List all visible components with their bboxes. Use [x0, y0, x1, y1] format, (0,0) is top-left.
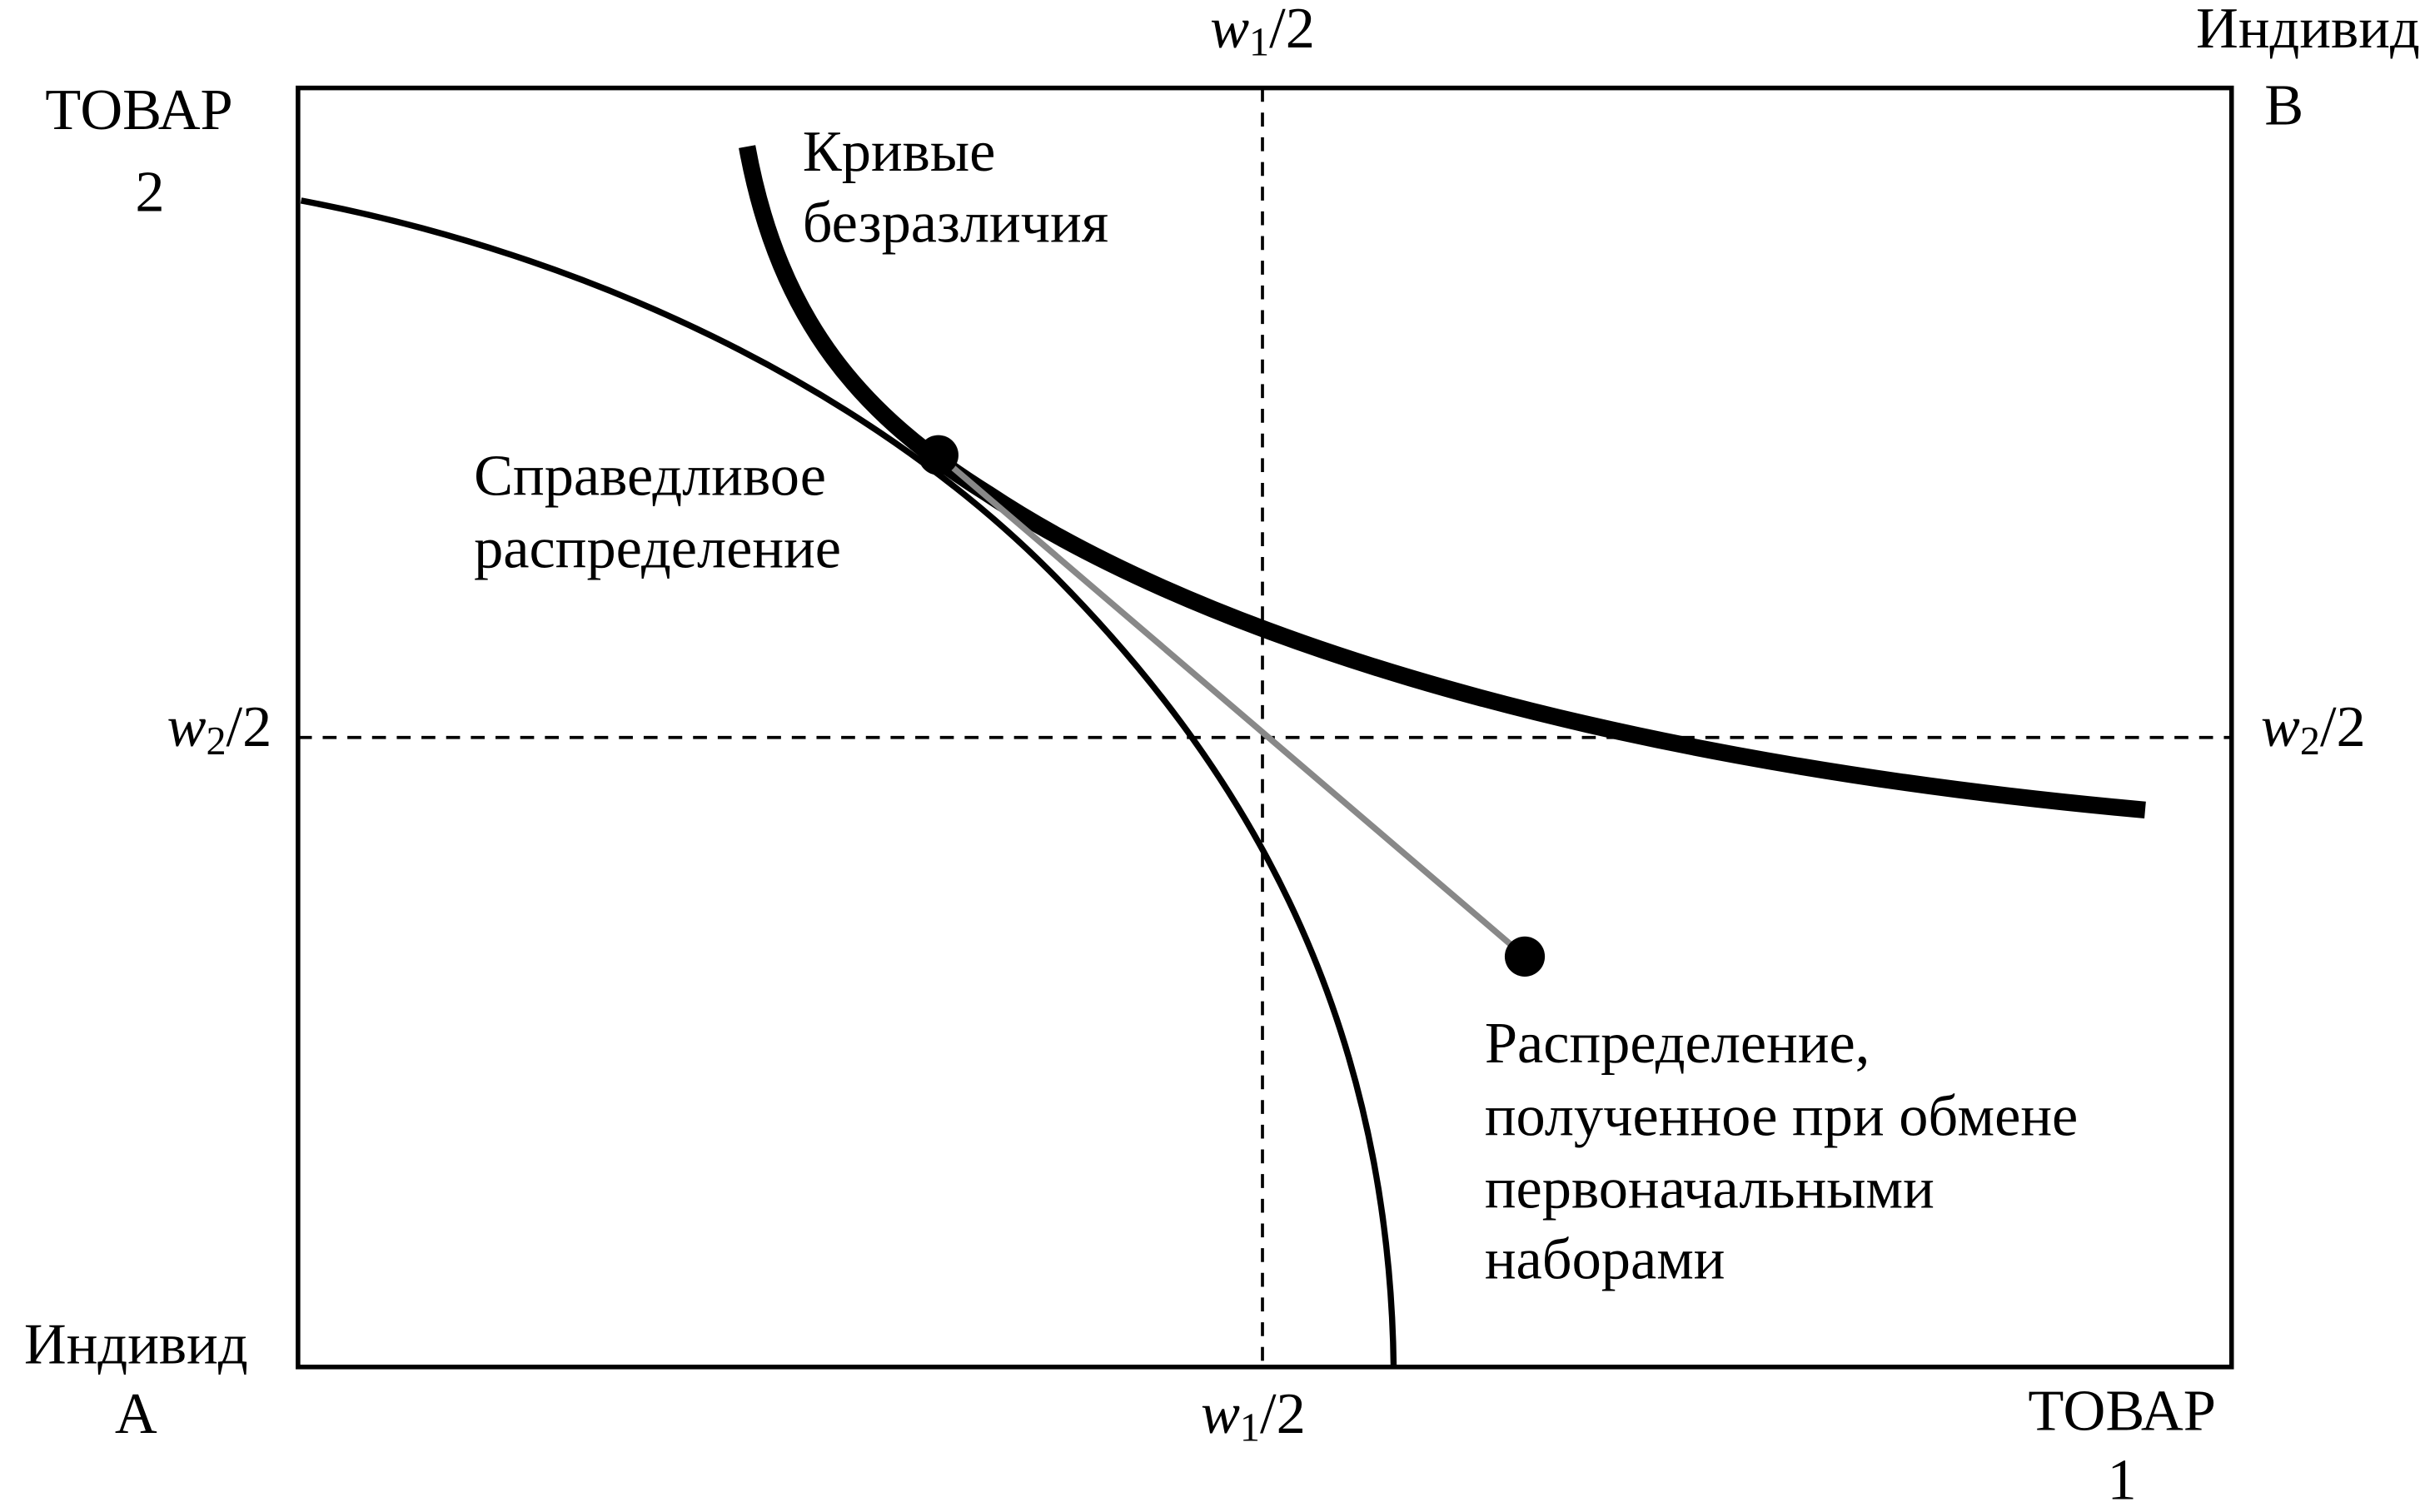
annotation: Распределение,	[1485, 1011, 1870, 1076]
indifference-curve-b	[300, 197, 1397, 1367]
axis-mark: w1/2	[1201, 1381, 1306, 1450]
rest: /2	[1260, 1381, 1306, 1446]
trade-allocation-point	[1504, 936, 1546, 977]
annotation: распределение	[474, 515, 841, 580]
indifference-curve-a	[739, 145, 2146, 819]
var: w	[167, 694, 207, 759]
corner-label: 1	[2108, 1448, 2137, 1512]
rest: /2	[2320, 694, 2366, 759]
var: w	[1210, 0, 1249, 61]
corner-label: Индивид	[2196, 0, 2420, 61]
annotation: наборами	[1485, 1227, 1725, 1292]
annotation: безразличия	[803, 190, 1108, 255]
fair-allocation-point	[918, 435, 959, 475]
sub: 2	[2300, 719, 2320, 763]
corner-label: ТОВАР	[2028, 1378, 2215, 1443]
annotation: первоначальными	[1485, 1156, 1935, 1221]
corner-label: ТОВАР	[45, 77, 232, 142]
axis-mark: w2/2	[167, 694, 272, 763]
rest: /2	[227, 694, 272, 759]
box	[296, 85, 2234, 1370]
var: w	[2261, 694, 2300, 759]
annotation: Кривые	[803, 119, 996, 184]
rest: /2	[1269, 0, 1315, 61]
corner-label: 2	[135, 159, 164, 224]
sub: 1	[1240, 1406, 1260, 1450]
trade-line	[936, 452, 1527, 959]
corner-label: A	[115, 1381, 157, 1446]
sub: 2	[206, 719, 226, 763]
sub: 1	[1249, 21, 1269, 65]
annotation: Справедливое	[474, 443, 826, 508]
axis-mark: w1/2	[1210, 0, 1315, 65]
corner-label: Индивид	[24, 1312, 248, 1377]
var: w	[1201, 1381, 1240, 1446]
axis-mark: w2/2	[2261, 694, 2366, 763]
annotation: полученное при обмене	[1485, 1083, 2078, 1148]
corner-label: B	[2264, 73, 2303, 138]
